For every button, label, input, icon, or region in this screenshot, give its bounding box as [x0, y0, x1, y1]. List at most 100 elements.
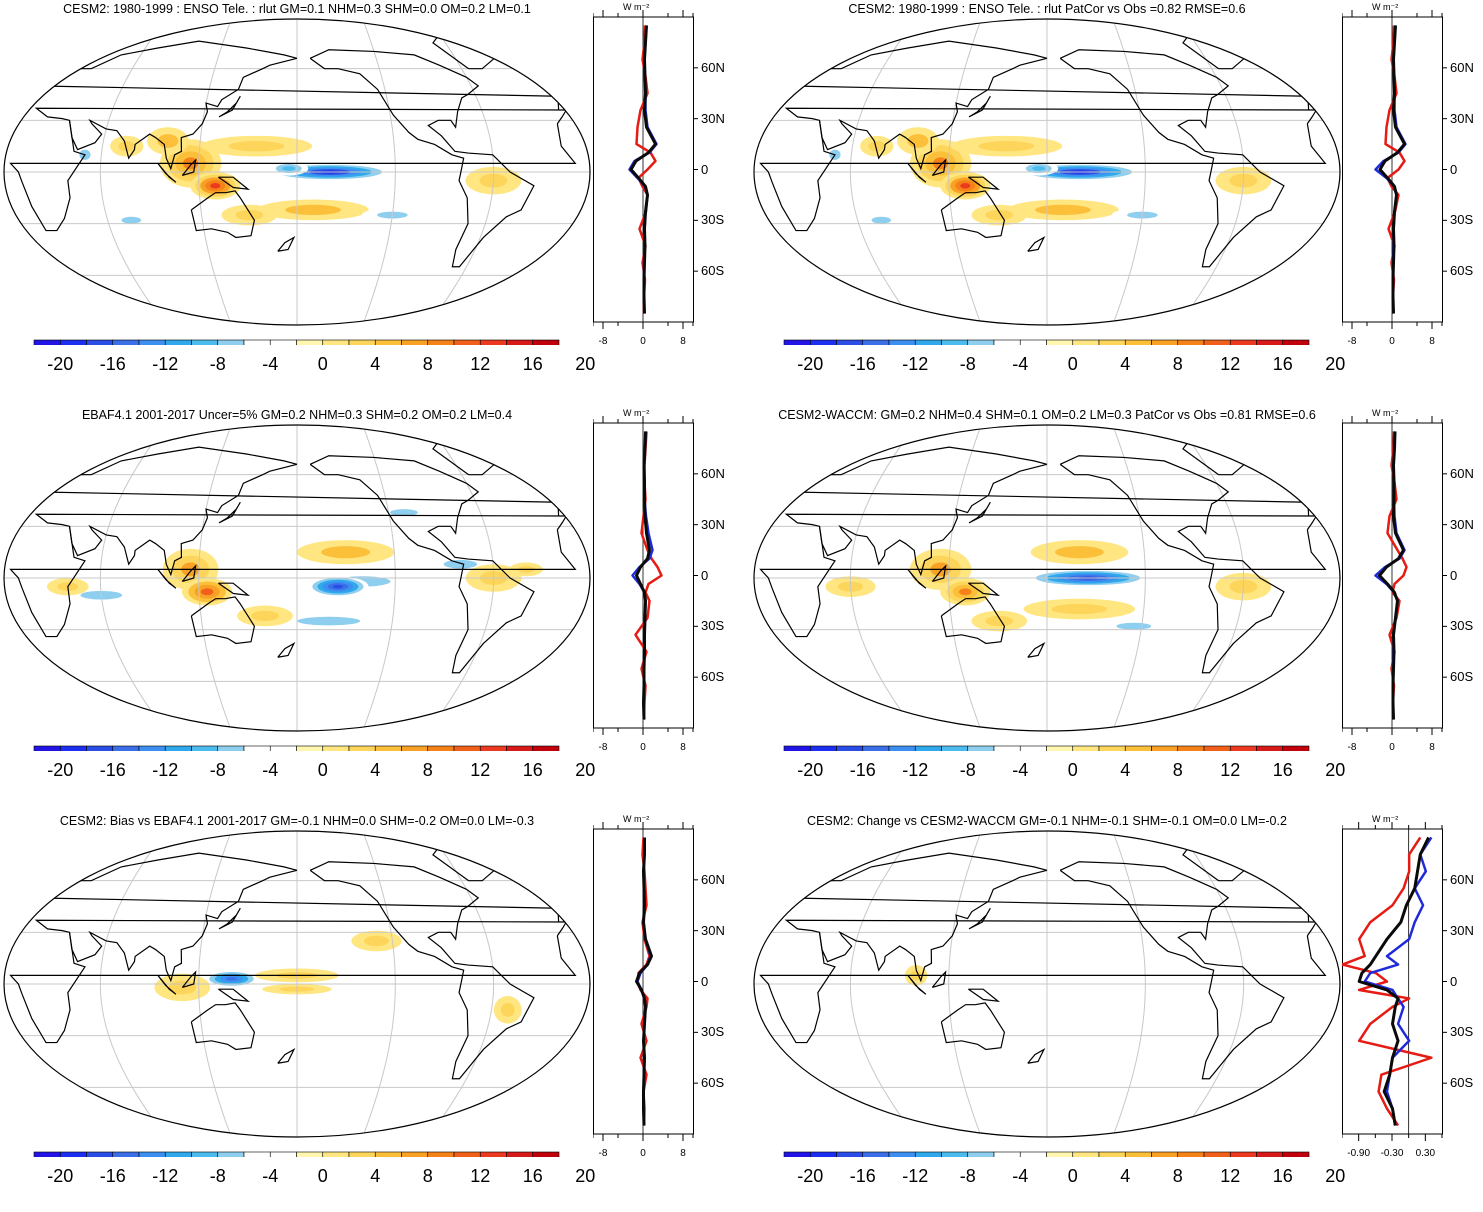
colorbar-box: [809, 1151, 837, 1157]
coastline: [309, 49, 535, 268]
map-border: [753, 18, 1341, 326]
anomaly-contour: [228, 141, 285, 152]
map-border: [753, 424, 1341, 732]
zonal-xtick-label: 0: [1389, 336, 1395, 347]
panel-1: CESM2: 1980-1999 : ENSO Tele. : rlut GM=…: [0, 0, 1483, 400]
coastline: [68, 463, 298, 577]
zonal-xtick-label: -0.30: [1380, 1148, 1404, 1159]
colorbar-label: -16: [99, 1166, 126, 1186]
coastline: [181, 158, 197, 177]
colorbar-label: 0: [1067, 760, 1078, 780]
colorbar-label: -20: [47, 1166, 74, 1186]
colorbar: [783, 745, 1310, 751]
colorbar: [33, 745, 560, 751]
coastline: [9, 919, 577, 1044]
coastline: [759, 919, 1327, 1044]
lat-label: 0: [701, 567, 709, 583]
longitude-gridline: [426, 831, 495, 1137]
units-label: W m⁻²: [623, 2, 650, 12]
colorbar-box: [888, 745, 916, 751]
coastline: [968, 907, 991, 930]
lat-label: 60S: [1450, 669, 1474, 685]
panel-title: EBAF4.1 2001-2017 Uncer=5% GM=0.2 NHM=0.…: [81, 408, 513, 422]
colorbar-box: [1072, 1151, 1100, 1157]
coastline: [759, 513, 1327, 638]
zonal-xtick-label: -8: [1347, 742, 1357, 753]
colorbar-label: 20: [1325, 1166, 1346, 1186]
colorbar-box: [1256, 339, 1284, 345]
colorbar-box: [1177, 745, 1205, 751]
panel-3: EBAF4.1 2001-2017 Uncer=5% GM=0.2 NHM=0.…: [0, 406, 1483, 806]
zonal-xtick-label: 0.30: [1415, 1148, 1436, 1159]
coastline: [968, 176, 1001, 191]
anomaly-contour: [868, 141, 886, 152]
zonal-mean-plot: [1342, 822, 1447, 1141]
longitude-gridline: [849, 831, 918, 1137]
colorbar-box: [532, 745, 560, 751]
lat-label: 60N: [1450, 871, 1474, 887]
colorbar-label: 20: [575, 1166, 596, 1186]
anomaly-contour: [793, 175, 810, 186]
anomaly-contour: [1268, 149, 1283, 160]
coastline: [277, 641, 296, 658]
longitude-gridline: [426, 425, 495, 731]
zonal-xtick-label: 8: [1429, 336, 1435, 347]
map: [753, 830, 1341, 1157]
anomaly-contour: [157, 134, 179, 148]
panel-2: CESM2: 1980-1999 : ENSO Tele. : rlut Pat…: [0, 0, 1483, 400]
colorbar-label: 4: [1120, 760, 1131, 780]
coastline: [218, 501, 241, 524]
zonal-mean-plot: [593, 822, 698, 1141]
coastline: [277, 1047, 296, 1064]
colorbar-box: [941, 1151, 969, 1157]
colorbar-box: [809, 339, 837, 345]
coastline: [277, 235, 296, 252]
colorbar-box: [914, 1151, 942, 1157]
colorbar-label: 16: [522, 354, 543, 374]
longitude-gridline: [198, 19, 233, 325]
zonal-xtick-label: -0.90: [1347, 1148, 1371, 1159]
colorbar-label: 12: [1220, 354, 1241, 374]
colorbar-label: -12: [902, 354, 929, 374]
colorbar-label: 16: [522, 760, 543, 780]
zonal-xtick-label: -8: [598, 1148, 608, 1159]
units-label: W m⁻²: [1372, 2, 1399, 12]
colorbar-box: [1098, 745, 1126, 751]
anomaly-contour: [427, 1014, 456, 1023]
zonal-xtick-label: 0: [640, 742, 646, 753]
colorbar-label: 4: [370, 354, 381, 374]
coastline: [190, 190, 256, 239]
colorbar-box: [1282, 1151, 1310, 1157]
zonal-black-line: [635, 837, 653, 1126]
map: [3, 18, 591, 345]
colorbar-label: 12: [470, 1166, 491, 1186]
colorbar-box: [993, 339, 1021, 345]
zonal-xtick-label: 8: [680, 1148, 686, 1159]
coastline: [1059, 49, 1285, 268]
longitude-gridline: [198, 831, 233, 1137]
colorbar-box: [888, 1151, 916, 1157]
colorbar-label: 12: [1220, 1166, 1241, 1186]
longitude-gridline: [1111, 19, 1146, 325]
lat-label: 0: [1450, 567, 1458, 583]
coastline: [218, 988, 251, 1003]
colorbar-box: [1282, 745, 1310, 751]
anomaly-contour: [118, 141, 136, 152]
colorbar-label: -12: [902, 1166, 929, 1186]
coastline: [931, 158, 947, 177]
coastline: [968, 582, 1001, 597]
lat-label: 60N: [1450, 465, 1474, 481]
colorbar-box: [1046, 339, 1074, 345]
colorbar-box: [1046, 745, 1074, 751]
colorbar-box: [993, 745, 1021, 751]
lat-label: 60N: [1450, 59, 1474, 75]
coastline: [9, 513, 577, 638]
coastline: [157, 163, 177, 183]
colorbar-label: -20: [47, 354, 74, 374]
colorbar-label: 8: [1172, 760, 1183, 780]
lat-label: 30N: [701, 922, 725, 938]
coastline: [968, 988, 1001, 1003]
colorbar-label: -12: [152, 354, 179, 374]
colorbar-label: -8: [959, 760, 976, 780]
panel-5: CESM2: Bias vs EBAF4.1 2001-2017 GM=-0.1…: [0, 812, 1483, 1212]
